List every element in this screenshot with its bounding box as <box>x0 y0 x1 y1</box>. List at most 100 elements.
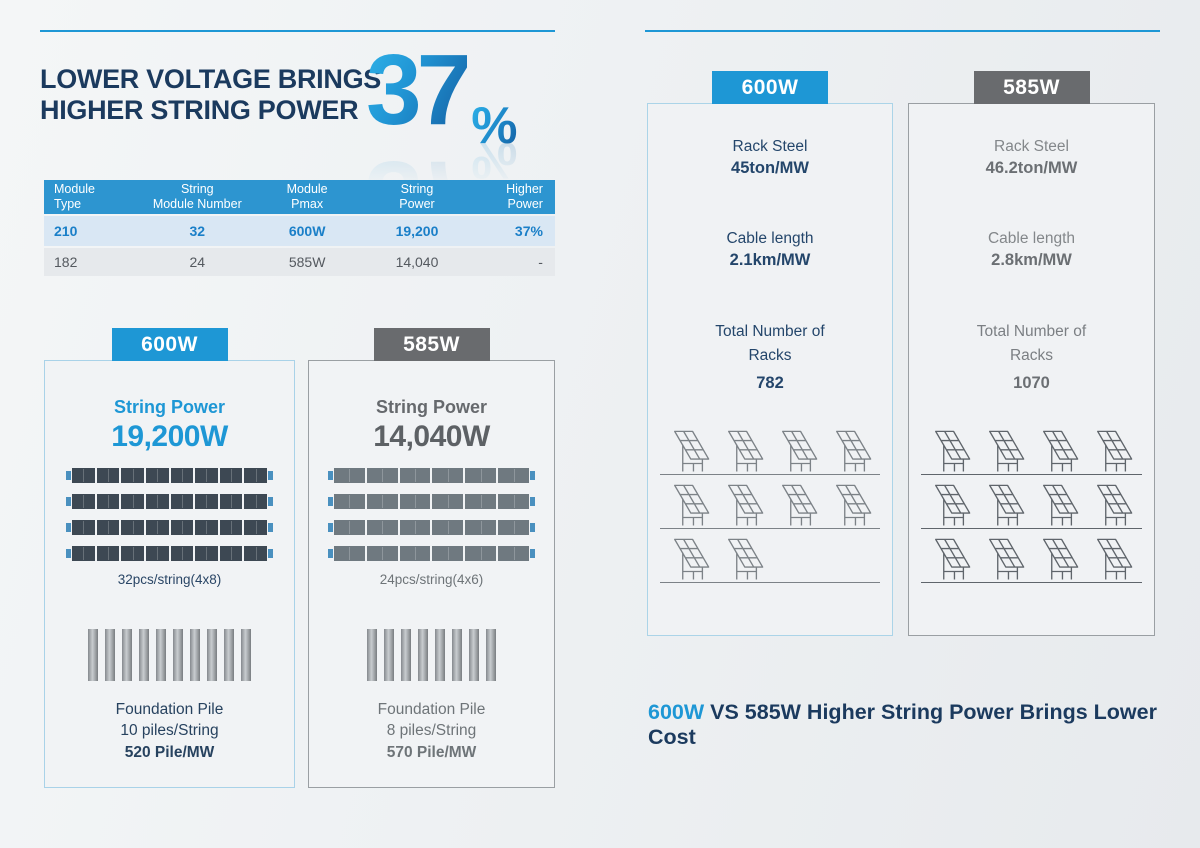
cable-length-stat: Cable length 2.8km/MW <box>909 230 1154 270</box>
pv-module-icon <box>219 520 243 535</box>
pv-module-icon <box>219 546 243 561</box>
solar-rack-icon <box>979 481 1029 529</box>
string-connector-icon <box>66 471 71 480</box>
foundation-pile-icon <box>418 629 428 681</box>
pv-module-icon <box>366 494 398 509</box>
cell-module-pmax: 600W <box>288 223 326 239</box>
pv-module-icon <box>219 468 243 483</box>
piles-per-string: 10 piles/String <box>120 722 219 740</box>
string-connector-icon <box>268 497 273 506</box>
foundation-pile-icon <box>122 629 132 681</box>
cable-length-label: Cable length <box>987 230 1076 247</box>
foundation-label: Foundation Pile <box>377 701 486 718</box>
total-racks-value: 1070 <box>1013 374 1050 393</box>
pv-module-icon <box>366 520 398 535</box>
pv-module-icon <box>465 546 497 561</box>
title-line-2: HIGHER STRING POWER <box>40 95 359 126</box>
pv-module-icon <box>170 468 194 483</box>
total-racks-stat: Total Number of Racks 782 <box>648 320 892 397</box>
rack-row <box>660 475 880 529</box>
rack-row <box>921 529 1142 583</box>
pv-module-icon <box>195 520 218 535</box>
solar-rack-icon <box>772 427 822 475</box>
card-tab-600w: 600W <box>111 328 228 361</box>
module-string-row <box>66 546 273 561</box>
pv-module-icon <box>465 468 497 483</box>
pv-module-icon <box>432 546 464 561</box>
highlight-percentage: 37 % 37 % <box>366 34 556 252</box>
rack-steel-label: Rack Steel <box>994 138 1069 155</box>
solar-rack-icon <box>718 427 768 475</box>
solar-rack-icon <box>1033 535 1083 583</box>
foundation-piles-graphic <box>309 629 554 681</box>
total-racks-value: 782 <box>756 374 784 393</box>
foundation-pile-icon <box>105 629 115 681</box>
pv-module-icon <box>498 546 529 561</box>
solar-rack-icon <box>1033 481 1083 529</box>
pv-module-icon <box>432 468 464 483</box>
solar-rack-icon <box>826 481 876 529</box>
solar-rack-icon <box>664 427 714 475</box>
cell-string-power: 14,040 <box>395 254 439 270</box>
rack-steel-stat: Rack Steel 46.2ton/MW <box>909 138 1154 178</box>
header-higher-power: Higher Power <box>506 182 543 211</box>
pv-module-icon <box>498 520 529 535</box>
pv-module-icon <box>334 546 365 561</box>
cell-module-pmax: 585W <box>288 254 326 270</box>
string-connector-icon <box>529 523 535 532</box>
rack-row <box>660 421 880 475</box>
pv-module-icon <box>72 546 95 561</box>
cable-length-value: 2.8km/MW <box>991 251 1072 269</box>
foundation-info: Foundation Pile 10 piles/String 520 Pile… <box>45 699 294 763</box>
pv-module-icon <box>399 494 431 509</box>
string-connector-icon <box>268 471 273 480</box>
solar-rack-icon <box>979 535 1029 583</box>
pv-module-icon <box>121 546 144 561</box>
pv-module-icon <box>244 468 267 483</box>
string-power-value: 19,200W <box>111 420 228 453</box>
pile-per-mw: 520 Pile/MW <box>124 743 215 761</box>
cable-length-stat: Cable length 2.1km/MW <box>648 230 892 270</box>
module-string-caption: 24pcs/string(4x6) <box>379 572 484 587</box>
header-module-type: Module Type <box>54 182 95 211</box>
card-tab-585w: 585W <box>973 71 1090 104</box>
card-tab-585w: 585W <box>373 328 490 361</box>
pv-module-icon <box>432 494 464 509</box>
module-string-graphic <box>45 468 294 561</box>
foundation-pile-icon <box>486 629 496 681</box>
header-string-power: String Power <box>399 182 435 211</box>
pv-module-icon <box>366 546 398 561</box>
foundation-piles-graphic <box>45 629 294 681</box>
module-string-row <box>66 520 273 535</box>
pv-module-icon <box>244 494 267 509</box>
pv-module-icon <box>334 494 365 509</box>
pv-module-icon <box>195 546 218 561</box>
header-module-pmax: Module Pmax <box>286 182 328 211</box>
pv-module-icon <box>121 520 144 535</box>
module-string-row <box>328 546 535 561</box>
table-row-210: 210 32 600W 19,200 37% <box>44 216 555 246</box>
foundation-pile-icon <box>241 629 251 681</box>
solar-rack-icon <box>664 481 714 529</box>
foundation-pile-icon <box>88 629 98 681</box>
pv-module-icon <box>96 468 120 483</box>
string-connector-icon <box>328 523 333 532</box>
module-string-caption: 32pcs/string(4x8) <box>117 572 222 587</box>
rack-row <box>921 421 1142 475</box>
solar-rack-icon <box>1087 535 1137 583</box>
foundation-pile-icon <box>469 629 479 681</box>
string-connector-icon <box>529 497 535 506</box>
claim-text: VS 585W Higher String Power Brings Lower… <box>648 700 1157 749</box>
cell-higher-power: 37% <box>514 223 543 239</box>
title-line-1: LOWER VOLTAGE BRINGS <box>40 64 381 94</box>
pv-module-icon <box>145 520 169 535</box>
solar-rack-icon <box>1087 427 1137 475</box>
solar-rack-icon <box>925 481 975 529</box>
percent-value: 37 <box>366 34 472 146</box>
string-connector-icon <box>66 497 71 506</box>
solar-rack-icon <box>1087 481 1137 529</box>
pv-module-icon <box>399 546 431 561</box>
module-string-row <box>66 468 273 483</box>
percent-sign: % <box>471 97 518 155</box>
